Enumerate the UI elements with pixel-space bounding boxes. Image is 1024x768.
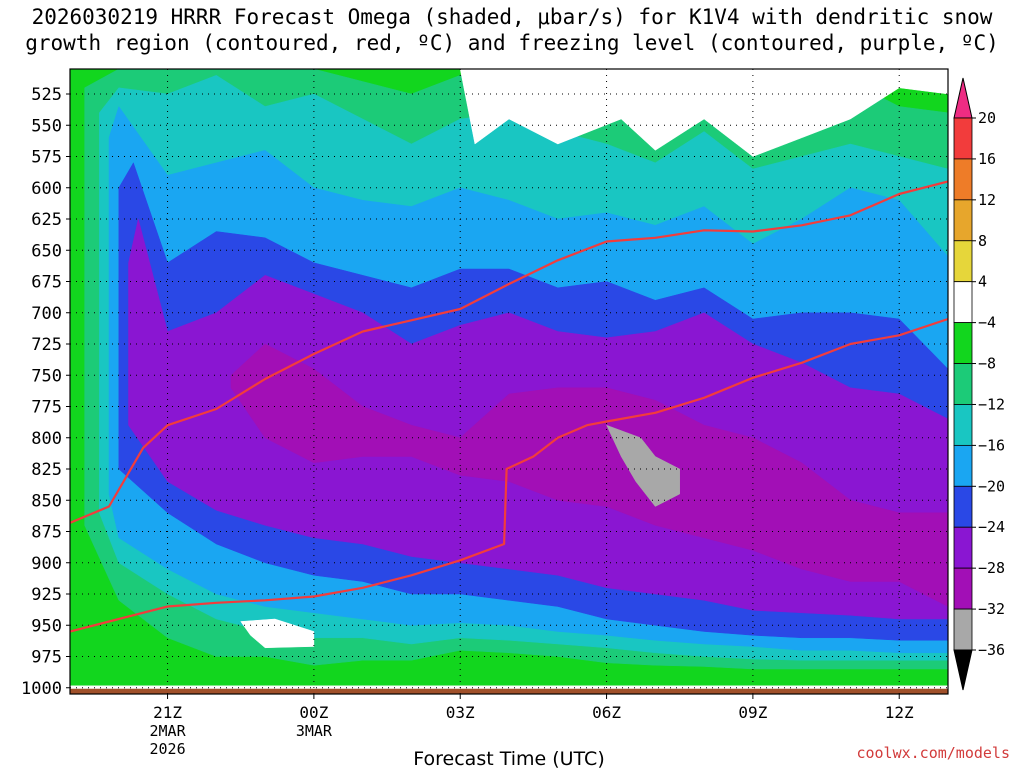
colorbar-over-arrow bbox=[953, 77, 973, 119]
colorbar-band-7 bbox=[953, 363, 973, 405]
y-tick-label-575: 575 bbox=[31, 148, 62, 168]
colorbar-label-12: −28 bbox=[978, 559, 1005, 577]
colorbar-band-10 bbox=[953, 485, 973, 528]
colorbar-label-14: −36 bbox=[978, 641, 1005, 659]
colorbar-label-7: −8 bbox=[978, 355, 996, 373]
colorbar-label-6: −4 bbox=[978, 314, 996, 332]
colorbar-label-10: −20 bbox=[978, 477, 1005, 495]
y-tick-label-625: 625 bbox=[31, 210, 62, 230]
colorbar-label-5: 4 bbox=[978, 273, 987, 291]
y-tick-label-850: 850 bbox=[31, 491, 62, 511]
y-tick-label-900: 900 bbox=[31, 554, 62, 574]
colorbar-band-13 bbox=[953, 608, 973, 651]
title-line-1: 2026030219 HRRR Forecast Omega (shaded, … bbox=[31, 5, 993, 29]
omega-neutral-patch-1 bbox=[377, 69, 948, 157]
colorbar-label-9: −16 bbox=[978, 436, 1005, 454]
colorbar-band-4 bbox=[953, 240, 973, 283]
colorbar-band-1 bbox=[953, 117, 973, 160]
plot-frame bbox=[69, 68, 949, 695]
colorbar-label-2: 16 bbox=[978, 150, 996, 168]
y-tick-label-600: 600 bbox=[31, 179, 62, 199]
ground-strip bbox=[70, 688, 948, 694]
y-tick-label-925: 925 bbox=[31, 585, 62, 605]
y-tick-label-675: 675 bbox=[31, 273, 62, 293]
colorbar-under-arrow bbox=[953, 649, 973, 691]
x-tick-label-21Z: 21Z bbox=[153, 703, 182, 722]
colorbar-band-5 bbox=[953, 281, 973, 324]
colorbar-label-3: 12 bbox=[978, 191, 996, 209]
colorbar-label-11: −24 bbox=[978, 518, 1005, 536]
omega-neutral-patch-2 bbox=[240, 618, 315, 649]
colorbar-band-8 bbox=[953, 404, 973, 446]
y-tick-label-525: 525 bbox=[31, 85, 62, 105]
x-tick-label-00Z: 00Z bbox=[299, 703, 328, 722]
y-tick-label-825: 825 bbox=[31, 460, 62, 480]
x-axis-title: Forecast Time (UTC) bbox=[413, 748, 604, 768]
x-tick-sublabel-21Z-2: 2026 bbox=[149, 740, 185, 758]
colorbar-band-11 bbox=[953, 526, 973, 569]
chart-title: 2026030219 HRRR Forecast Omega (shaded, … bbox=[0, 4, 1024, 56]
y-tick-label-750: 750 bbox=[31, 366, 62, 386]
y-tick-label-875: 875 bbox=[31, 523, 62, 543]
colorbar-band-9 bbox=[953, 444, 973, 487]
x-tick-label-06Z: 06Z bbox=[592, 703, 621, 722]
y-tick-label-950: 950 bbox=[31, 616, 62, 636]
dgz-contour-2 bbox=[70, 317, 948, 633]
omega-band-m28 bbox=[230, 343, 948, 607]
colorbar-label-8: −12 bbox=[978, 395, 1005, 413]
y-tick-label-975: 975 bbox=[31, 648, 62, 668]
x-tick-label-12Z: 12Z bbox=[885, 703, 914, 722]
x-tick-label-03Z: 03Z bbox=[446, 703, 475, 722]
x-tick-sublabel-21Z-1: 2MAR bbox=[149, 722, 186, 740]
colorbar-band-12 bbox=[953, 567, 973, 610]
credit-text: coolwx.com/models bbox=[856, 744, 1010, 762]
y-tick-label-1000: 1000 bbox=[21, 679, 62, 699]
omega-band-m32 bbox=[606, 424, 680, 507]
colorbar-band-2 bbox=[953, 158, 973, 201]
y-tick-label-650: 650 bbox=[31, 241, 62, 261]
y-tick-label-550: 550 bbox=[31, 116, 62, 136]
x-tick-label-09Z: 09Z bbox=[738, 703, 767, 722]
x-tick-sublabel-00Z-1: 3MAR bbox=[296, 722, 333, 740]
y-tick-label-800: 800 bbox=[31, 429, 62, 449]
title-line-2: growth region (contoured, red, ºC) and f… bbox=[25, 31, 999, 55]
y-tick-label-725: 725 bbox=[31, 335, 62, 355]
colorbar-label-13: −32 bbox=[978, 600, 1005, 618]
colorbar-band-6 bbox=[953, 322, 973, 364]
plot-area bbox=[70, 69, 948, 694]
colorbar-label-1: 20 bbox=[978, 109, 996, 127]
dgz-contour-1 bbox=[70, 180, 948, 524]
colorbar-label-4: 8 bbox=[978, 232, 987, 250]
colorbar-band-3 bbox=[953, 199, 973, 242]
y-tick-label-775: 775 bbox=[31, 398, 62, 418]
y-tick-label-700: 700 bbox=[31, 304, 62, 324]
